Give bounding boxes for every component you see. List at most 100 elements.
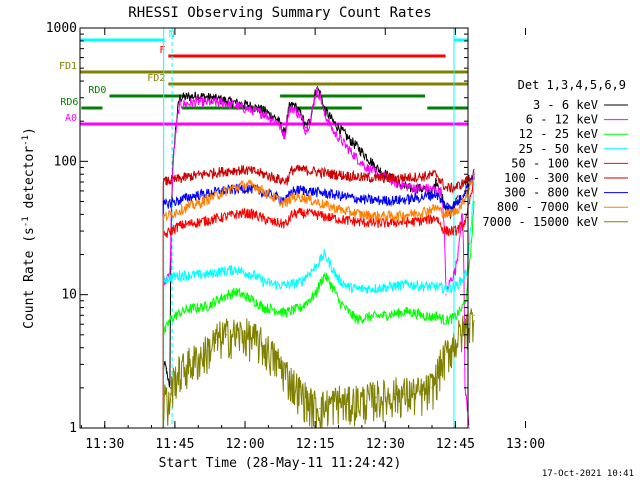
series-point-7-26 [440,211,442,213]
series-point-5-6 [235,169,237,171]
series-point-7-8 [253,184,255,186]
series-point-7-11 [281,202,283,204]
series-point-4-1 [169,230,171,232]
series-point-4-2 [179,224,181,227]
series-point-3-29 [454,286,456,288]
series-point-4-16 [328,216,330,218]
series-point-1-10 [284,135,286,137]
series-point-8-1 [164,387,167,389]
series-point-7-22 [408,213,410,215]
series-point-6-20 [384,199,386,201]
legend-label-6: 300 - 800 keV [504,186,598,200]
series-point-4-29 [461,224,463,227]
series-point-1-20 [347,147,349,149]
series-point-5-3 [188,175,190,178]
series-point-8-8 [207,350,209,352]
series-point-4-14 [300,212,302,214]
series-point-5-14 [300,168,302,170]
y-ticks: 1 10 100 1000 [46,21,468,436]
series-point-4-25 [436,216,438,218]
series-point-4-30 [466,216,468,218]
series-point-3-28 [445,287,447,289]
series-point-2-7 [253,300,255,302]
series-point-3-25 [431,286,433,288]
legend-label-1: 6 - 12 keV [526,113,598,127]
series-point-0-2 [165,367,168,369]
y-axis-label-part3: ) [22,127,37,135]
series-point-4-24 [431,218,433,220]
series-point-8-0 [162,403,164,406]
series-point-2-19 [366,316,368,318]
series-layer [162,86,475,429]
series-point-6-26 [440,200,442,203]
series-point-2-8 [263,307,265,309]
series-point-6-5 [221,190,223,192]
series-point-1-14 [305,130,307,132]
series-point-2-17 [347,310,349,312]
series-point-0-31 [436,179,438,181]
chart-title: RHESSI Observing Summary Count Rates [128,5,431,21]
flag-label-rd6: RD6 [60,97,78,108]
series-point-8-19 [309,403,312,406]
series-point-4-18 [361,221,363,223]
series-point-2-13 [314,294,316,296]
series-point-4-4 [197,221,199,223]
series-point-0-14 [293,104,295,106]
series-point-7-17 [347,211,349,213]
series-line-7 [162,171,475,428]
series-point-5-13 [291,169,293,171]
series-point-1-32 [445,294,447,296]
series-line-8 [162,308,475,429]
series-point-8-24 [356,400,358,402]
series-point-3-7 [253,274,255,276]
series-point-8-29 [403,393,405,395]
series-point-2-11 [286,311,288,313]
series-point-8-9 [216,339,218,341]
series-point-6-11 [281,198,283,200]
series-point-0-16 [305,126,307,128]
series-point-0-22 [347,137,349,139]
series-point-6-21 [394,199,396,201]
series-point-1-3 [179,104,181,106]
series-point-2-33 [473,200,475,203]
series-point-6-13 [291,190,293,192]
series-point-7-14 [300,196,302,198]
series-point-5-17 [347,175,349,177]
series-point-7-4 [197,203,199,205]
series-point-6-23 [422,196,424,198]
series-point-4-6 [235,213,237,215]
series-point-7-29 [461,203,463,205]
series-point-4-31 [471,190,473,192]
series-point-5-23 [422,175,424,178]
series-point-5-30 [466,179,468,181]
series-4 [162,173,475,428]
series-point-3-1 [169,276,171,278]
series-1 [162,86,470,429]
series-point-3-5 [221,270,223,272]
series-point-0-3 [166,379,168,381]
series-point-0-30 [431,192,433,194]
series-point-3-10 [281,284,283,286]
series-point-6-19 [375,199,377,201]
series-point-0-24 [375,166,377,168]
series-point-3-14 [323,253,326,256]
series-point-7-16 [328,205,330,207]
series-point-1-4 [197,101,199,103]
series-point-2-26 [436,314,438,316]
series-point-2-30 [461,307,463,309]
series-point-4-19 [375,222,377,224]
series-point-8-20 [319,407,321,410]
series-point-1-29 [431,188,433,190]
series-point-0-10 [263,110,265,112]
series-point-5-7 [244,169,246,171]
series-point-8-27 [384,396,386,398]
series-point-1-35 [457,253,459,256]
series-point-5-19 [375,177,377,179]
series-point-3-31 [466,270,468,272]
series-point-8-35 [450,347,452,349]
flag-label-fd1: FD1 [59,61,77,72]
series-point-2-10 [281,311,283,313]
series-point-6-17 [347,196,349,198]
series-point-1-38 [468,427,470,429]
